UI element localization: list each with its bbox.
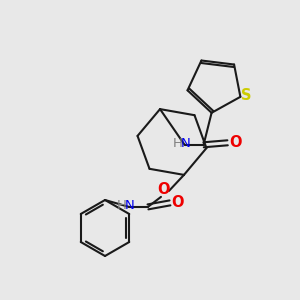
Text: S: S (241, 88, 252, 103)
Text: H: H (173, 137, 182, 150)
Text: O: O (172, 195, 184, 210)
Text: O: O (229, 135, 242, 150)
Text: O: O (158, 182, 170, 197)
Text: N: N (181, 137, 190, 150)
Text: H: H (117, 200, 127, 212)
Text: N: N (125, 200, 135, 212)
